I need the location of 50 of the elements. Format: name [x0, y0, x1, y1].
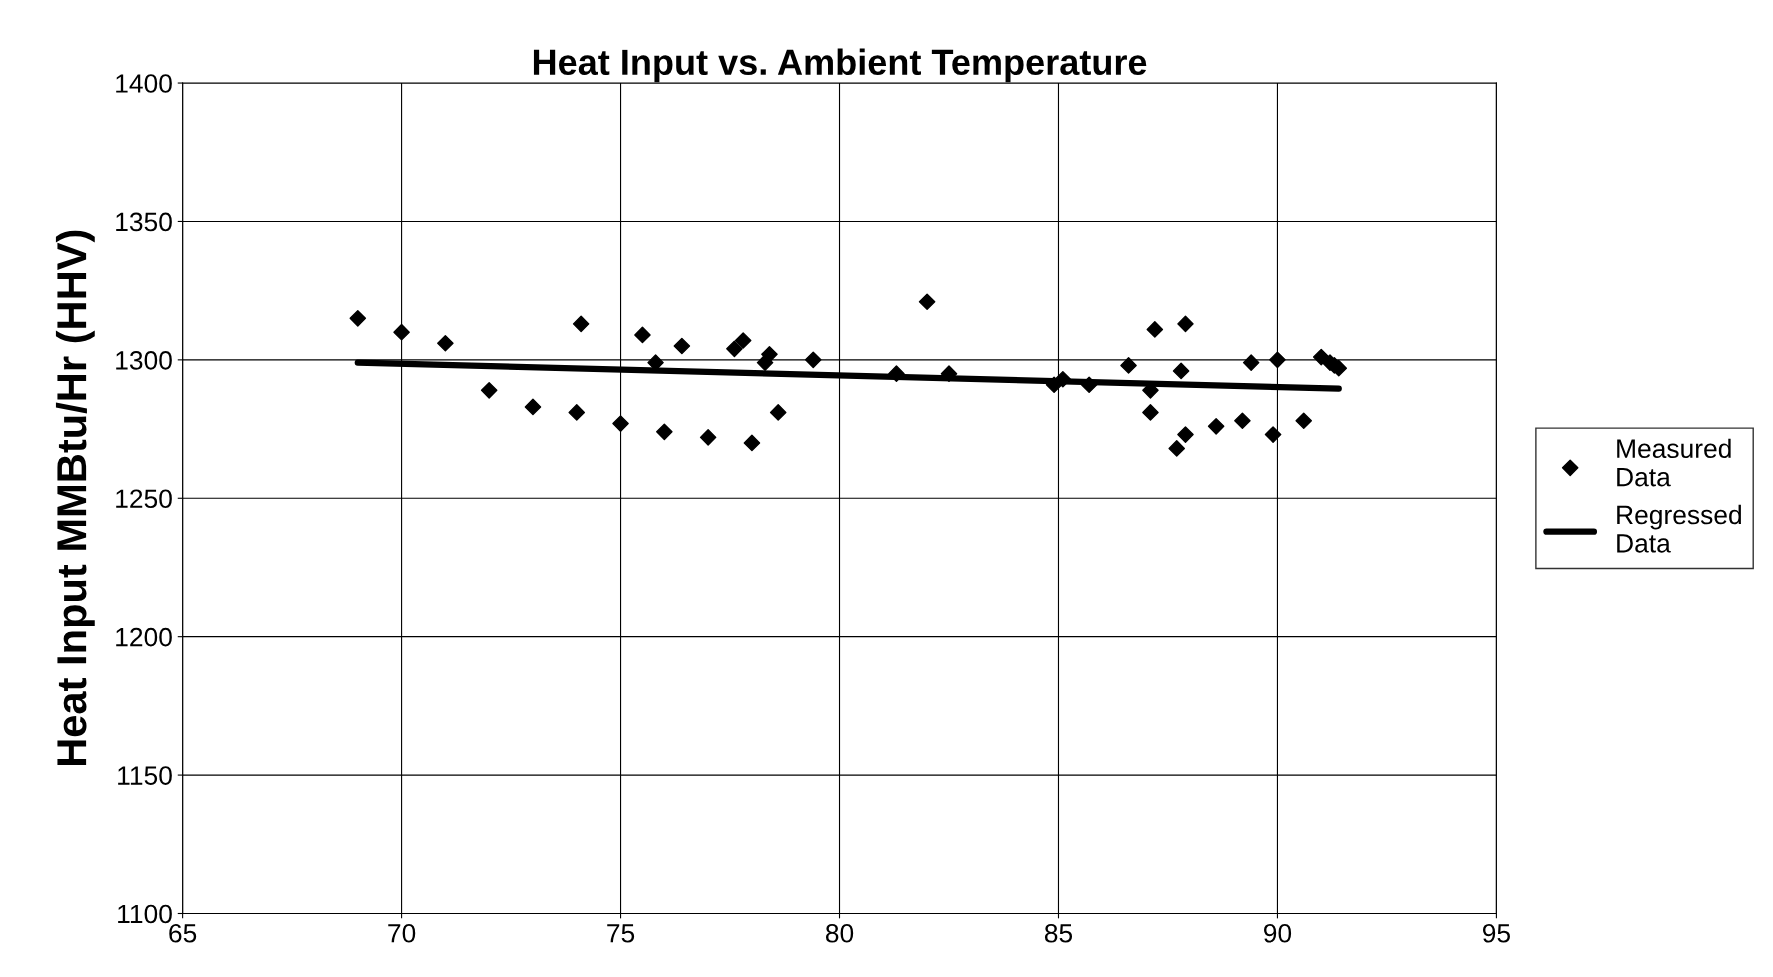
x-tick-label: 95 [1482, 923, 1510, 943]
point [726, 340, 743, 358]
chart-title: Heat Input vs. Ambient Temperature [533, 48, 1147, 83]
point [673, 337, 691, 355]
y-tick-label: 1100 [118, 904, 172, 924]
point [1142, 404, 1159, 421]
point [1146, 321, 1164, 338]
y-tick-label: 1250 [116, 489, 172, 509]
y-tick-label: 1150 [118, 766, 172, 785]
x-tick-label: 75 [607, 924, 635, 943]
point [1295, 412, 1313, 430]
point [1269, 351, 1286, 369]
point [1234, 412, 1251, 430]
x-tick-label: 80 [825, 923, 854, 943]
point [480, 382, 498, 399]
point [393, 323, 410, 341]
y-tick-label: 1200 [116, 627, 172, 647]
point [769, 404, 787, 421]
y-axis-title: Heat Input MMBtu/Hr (HHV) [55, 230, 95, 766]
point [804, 351, 822, 369]
point [437, 334, 454, 352]
point [1177, 315, 1194, 333]
point [656, 423, 673, 441]
point [612, 415, 629, 432]
x-tick-label: 70 [388, 923, 416, 943]
x-tick-label: 90 [1264, 923, 1292, 943]
point [634, 326, 651, 344]
x-tick-label: 85 [1044, 923, 1073, 943]
point [734, 332, 752, 349]
point [1177, 426, 1194, 443]
point [1242, 354, 1260, 371]
point [572, 315, 590, 333]
y-tick-label: 1350 [116, 212, 172, 232]
point [524, 398, 542, 416]
point [761, 346, 778, 363]
x-tick-label: 65 [169, 923, 197, 943]
point [349, 310, 367, 327]
legend-label: Measured Data [1617, 438, 1731, 487]
point [743, 434, 761, 452]
point [1120, 357, 1137, 374]
y-tick-label: 1300 [116, 351, 172, 370]
point [699, 429, 717, 446]
point [1168, 440, 1186, 457]
point [1172, 362, 1190, 380]
y-tick-label: 1400 [116, 74, 172, 93]
legend-label: Regressed Data [1617, 504, 1741, 553]
point [1264, 426, 1282, 443]
point [918, 293, 936, 311]
point [1207, 417, 1225, 435]
point [568, 404, 586, 421]
